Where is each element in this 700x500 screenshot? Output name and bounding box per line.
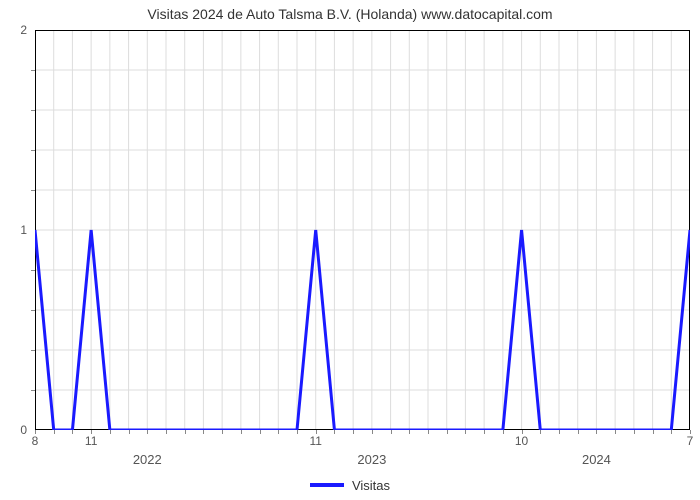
x-minor-label: 7 bbox=[687, 434, 694, 448]
x-minor-tick bbox=[540, 430, 541, 434]
chart-plot-area bbox=[35, 30, 690, 430]
y-tick-label: 0 bbox=[0, 423, 27, 437]
x-minor-tick bbox=[409, 430, 410, 434]
y-tick-label: 1 bbox=[0, 223, 27, 237]
x-minor-tick bbox=[91, 430, 92, 434]
x-minor-tick bbox=[72, 430, 73, 434]
x-minor-tick bbox=[35, 430, 36, 434]
legend-swatch bbox=[310, 483, 344, 487]
x-minor-tick bbox=[297, 430, 298, 434]
x-minor-tick bbox=[241, 430, 242, 434]
y-minor-tick bbox=[31, 110, 35, 111]
chart-legend: Visitas bbox=[0, 474, 700, 493]
x-minor-tick bbox=[54, 430, 55, 434]
x-minor-tick bbox=[615, 430, 616, 434]
y-minor-tick bbox=[31, 270, 35, 271]
x-minor-tick bbox=[166, 430, 167, 434]
y-minor-tick bbox=[31, 150, 35, 151]
x-major-label: 2023 bbox=[357, 452, 386, 467]
x-minor-label: 8 bbox=[32, 434, 39, 448]
x-minor-tick bbox=[653, 430, 654, 434]
x-minor-tick bbox=[391, 430, 392, 434]
x-major-label: 2024 bbox=[582, 452, 611, 467]
x-minor-label: 11 bbox=[85, 434, 97, 448]
y-minor-tick bbox=[31, 390, 35, 391]
x-minor-tick bbox=[428, 430, 429, 434]
legend-label: Visitas bbox=[352, 478, 390, 493]
x-minor-tick bbox=[222, 430, 223, 434]
chart-svg bbox=[35, 30, 690, 430]
x-minor-tick bbox=[334, 430, 335, 434]
x-minor-tick bbox=[559, 430, 560, 434]
y-minor-tick bbox=[31, 70, 35, 71]
x-minor-tick bbox=[203, 430, 204, 434]
x-minor-tick bbox=[316, 430, 317, 434]
x-minor-tick bbox=[110, 430, 111, 434]
x-minor-tick bbox=[447, 430, 448, 434]
y-minor-tick bbox=[31, 310, 35, 311]
y-tick-label: 2 bbox=[0, 23, 27, 37]
x-minor-tick bbox=[578, 430, 579, 434]
y-minor-tick bbox=[31, 190, 35, 191]
x-minor-tick bbox=[634, 430, 635, 434]
x-minor-tick bbox=[503, 430, 504, 434]
series-line bbox=[35, 230, 690, 430]
x-minor-tick bbox=[671, 430, 672, 434]
x-major-label: 2022 bbox=[133, 452, 162, 467]
x-minor-tick bbox=[147, 430, 148, 434]
x-minor-tick bbox=[596, 430, 597, 434]
chart-title: Visitas 2024 de Auto Talsma B.V. (Holand… bbox=[0, 6, 700, 22]
legend-item: Visitas bbox=[310, 478, 390, 493]
x-minor-tick bbox=[353, 430, 354, 434]
x-minor-label: 11 bbox=[309, 434, 321, 448]
x-minor-tick bbox=[690, 430, 691, 434]
x-minor-label: 10 bbox=[515, 434, 528, 448]
x-minor-tick bbox=[260, 430, 261, 434]
x-minor-tick bbox=[372, 430, 373, 434]
x-minor-tick bbox=[465, 430, 466, 434]
x-minor-tick bbox=[522, 430, 523, 434]
x-minor-tick bbox=[278, 430, 279, 434]
y-minor-tick bbox=[31, 350, 35, 351]
x-minor-tick bbox=[129, 430, 130, 434]
x-minor-tick bbox=[484, 430, 485, 434]
x-minor-tick bbox=[185, 430, 186, 434]
